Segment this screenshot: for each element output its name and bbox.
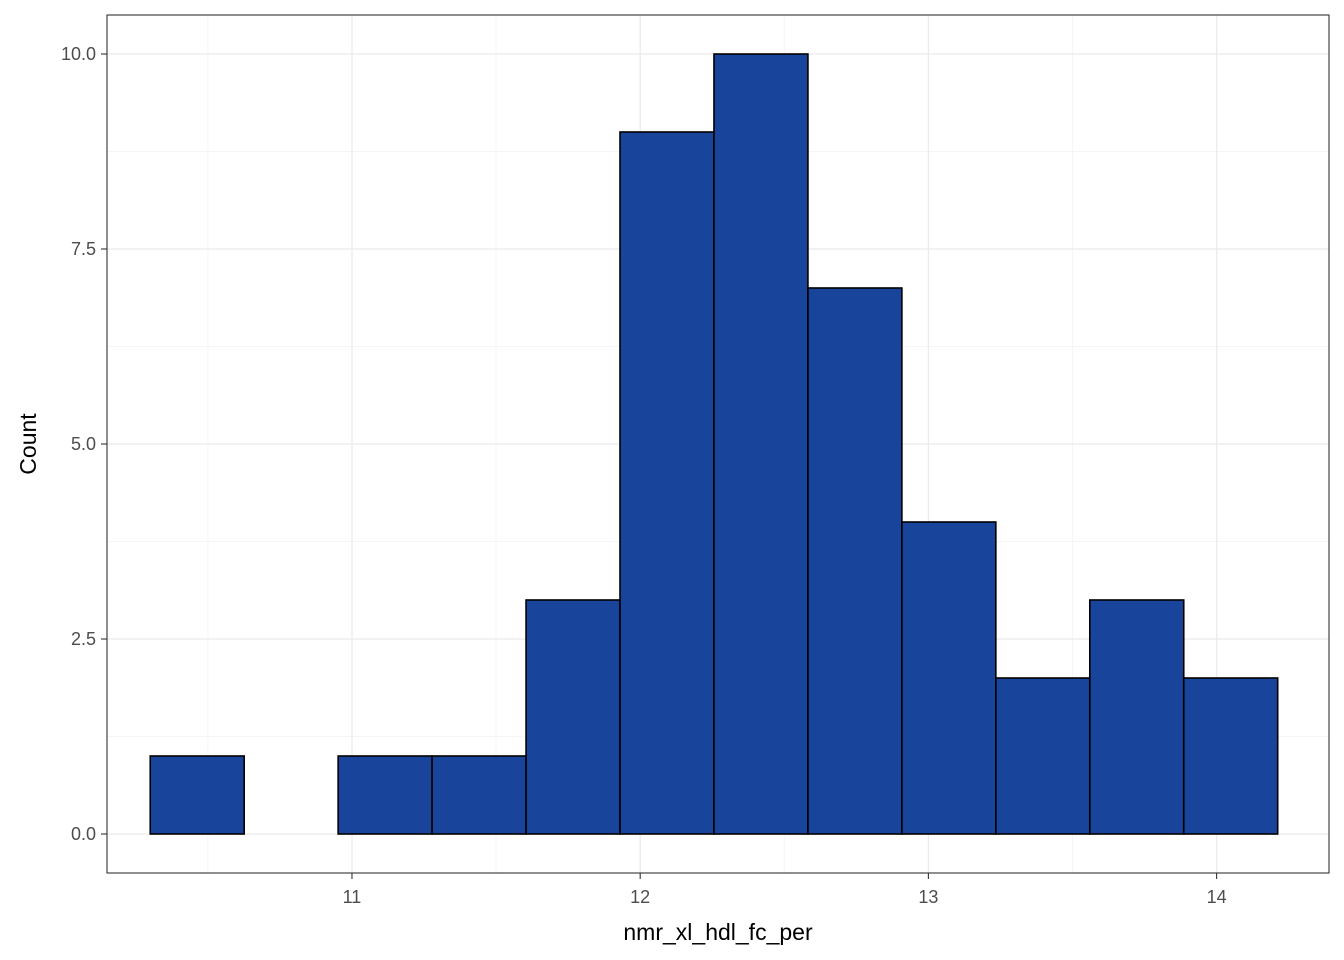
- histogram-bar-0: [149, 755, 245, 835]
- x-tick-label: 12: [630, 887, 650, 907]
- histogram-bar-4: [525, 599, 621, 835]
- y-axis: 0.0 2.5 5.0 7.5 10.0: [61, 44, 107, 844]
- x-tick-label: 11: [343, 887, 362, 907]
- histogram-bar-9: [995, 677, 1091, 835]
- x-tick-label: 13: [918, 887, 938, 907]
- y-tick-label: 10.0: [61, 44, 96, 64]
- histogram-bar-6: [713, 53, 809, 835]
- histogram-bar-11: [1182, 677, 1279, 835]
- y-axis-title: Count: [15, 413, 41, 475]
- y-tick-label: 5.0: [71, 434, 96, 454]
- histogram-bar-3: [431, 755, 527, 835]
- histogram-bar-8: [901, 521, 997, 835]
- y-tick-label: 0.0: [71, 824, 96, 844]
- histogram-bar-2: [337, 755, 433, 835]
- histogram-bar-5: [619, 131, 715, 835]
- histogram-bar-7: [807, 287, 903, 835]
- x-axis-title: nmr_xl_hdl_fc_per: [623, 919, 813, 945]
- histogram-bars: [149, 53, 1279, 835]
- histogram-bar-10: [1088, 599, 1185, 835]
- x-axis: 11 12 13 14: [343, 873, 1227, 907]
- y-tick-label: 7.5: [71, 239, 96, 259]
- y-tick-label: 2.5: [71, 629, 96, 649]
- x-tick-label: 14: [1207, 887, 1227, 907]
